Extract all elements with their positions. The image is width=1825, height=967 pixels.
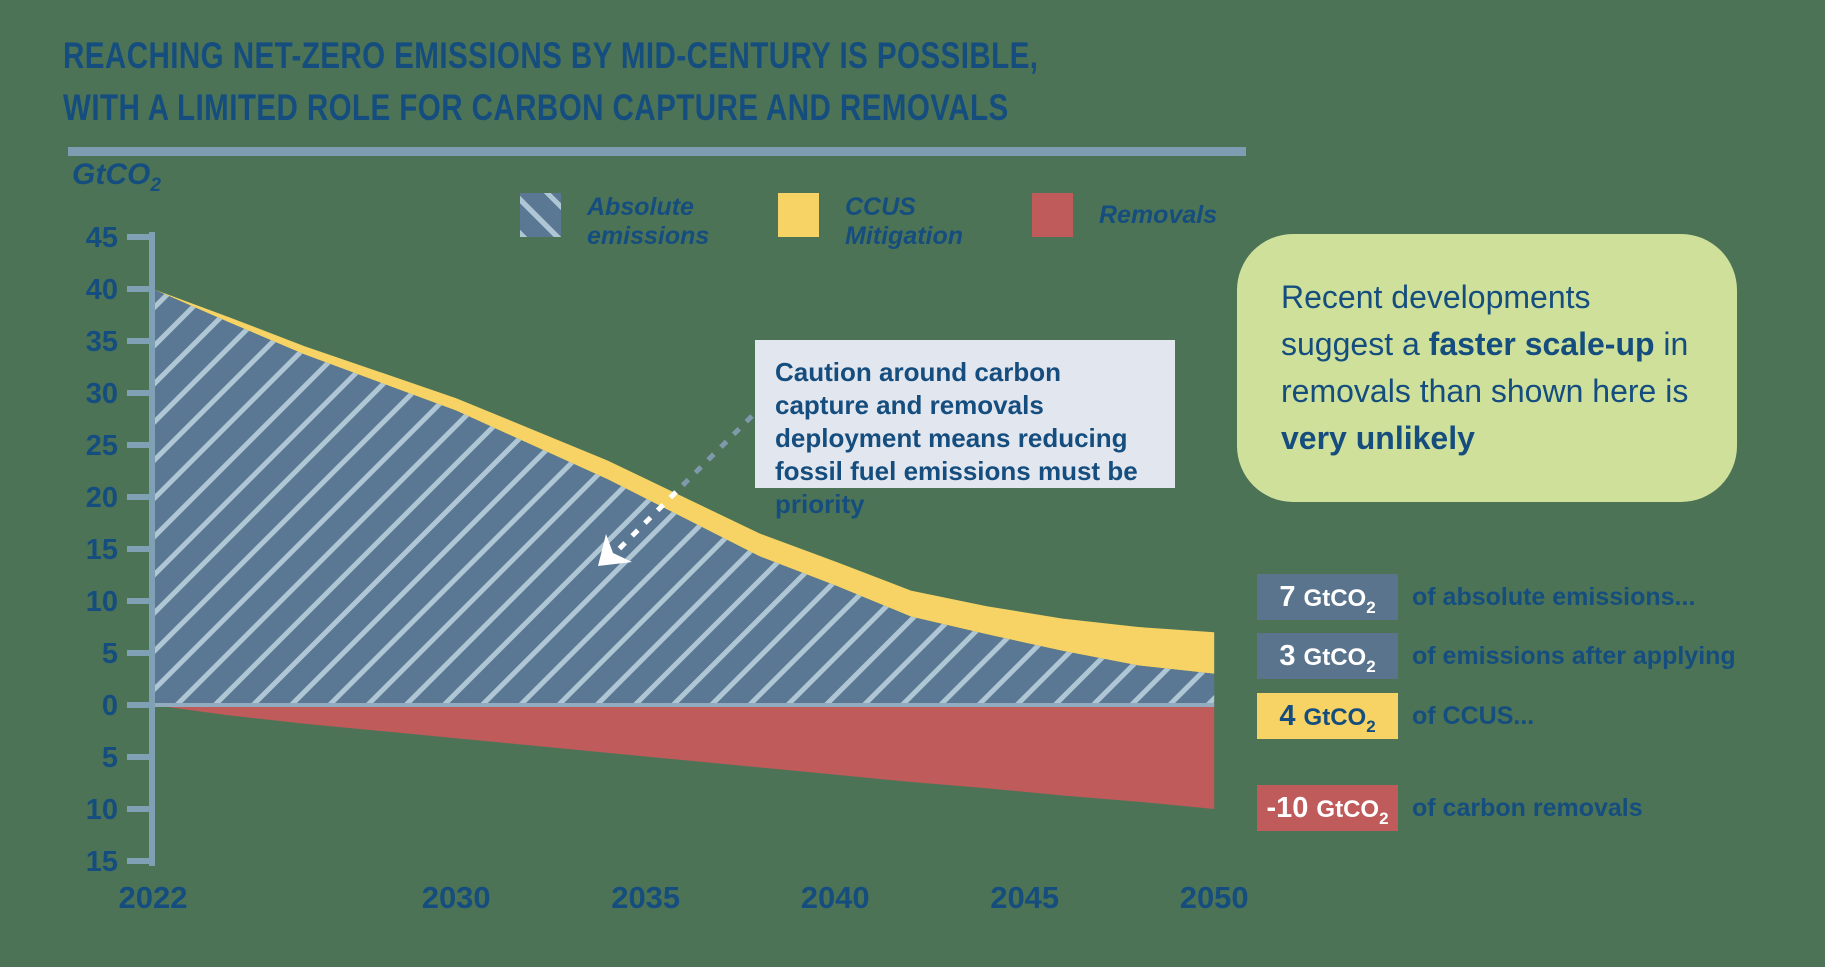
legend-label: CCUS Mitigation [845, 193, 963, 251]
legend-label-line2: Mitigation [845, 222, 964, 250]
y-axis-label: 10 [86, 586, 118, 618]
y-axis-label: 30 [86, 378, 118, 410]
arrow-dash-lower [616, 490, 678, 552]
title-line-1: REACHING NET-ZERO EMISSIONS BY MID-CENTU… [63, 35, 1039, 76]
y-axis-tick [127, 806, 151, 812]
badge-value: 3 [1279, 640, 1296, 672]
x-axis-label: 2050 [1180, 880, 1249, 915]
legend-label-line2: emissions [587, 222, 710, 250]
caution-annotation-box: Caution around carbon capture and remova… [755, 340, 1175, 519]
y-axis-label: 15 [86, 846, 118, 878]
x-axis-label: 2035 [611, 880, 680, 915]
recent-developments-callout: Recent developments suggest a faster sca… [1237, 234, 1737, 502]
y-axis-tick [127, 390, 151, 396]
callout-text: Recent developments suggest a [1281, 279, 1591, 362]
legend-item-absolute-emissions: Absolute emissions [520, 193, 709, 251]
badge-description: of emissions after applying [1412, 642, 1736, 670]
removals-area [153, 705, 1215, 809]
y-axis-tick [127, 234, 151, 240]
legend-label-line1: Absolute [587, 193, 694, 221]
callout-bold-text: faster scale-up [1428, 326, 1655, 362]
y-axis-label: 35 [86, 326, 118, 358]
badge-unit: GtCO [1303, 704, 1367, 731]
y-axis-label: 40 [86, 274, 118, 306]
y-axis-line [149, 232, 155, 866]
legend-item-ccus-mitigation: CCUS Mitigation [778, 193, 963, 251]
y-axis-tick [127, 494, 151, 500]
value-badge: 7 GtCO2 [1257, 574, 1398, 620]
y-axis-tick [127, 858, 151, 864]
title-divider [68, 147, 1246, 156]
badge-unit: GtCO [1303, 585, 1367, 612]
badge-value: 7 [1279, 581, 1296, 613]
y-axis-label: 0 [102, 690, 118, 722]
legend-label: Removals [1099, 193, 1217, 237]
caution-annotation-text: Caution around carbon capture and remova… [775, 357, 1138, 519]
red-swatch-icon [1032, 193, 1073, 237]
unit-text: GtCO [72, 158, 151, 191]
y-axis-tick [127, 286, 151, 292]
y-axis-label: 5 [102, 742, 118, 774]
y-axis-label: 45 [86, 222, 118, 254]
y-axis-tick [127, 338, 151, 344]
ccus-mitigation-area [153, 289, 1215, 674]
y-axis-tick [127, 702, 151, 708]
unit-subscript: 2 [150, 175, 161, 196]
badge-unit-subscript: 2 [1366, 597, 1376, 617]
absolute-emissions-area [153, 289, 1215, 705]
y-axis-tick [127, 650, 151, 656]
title-line-2: WITH A LIMITED ROLE FOR CARBON CAPTURE A… [63, 87, 1009, 128]
badge-unit-subscript: 2 [1366, 716, 1376, 736]
legend-label-line1: CCUS [845, 193, 916, 221]
badge-description: of absolute emissions... [1412, 583, 1696, 611]
x-axis-label: 2030 [422, 880, 491, 915]
arrow-dash-upper [678, 414, 754, 490]
callout-bold-text: very unlikely [1281, 420, 1475, 456]
y-axis-tick [127, 598, 151, 604]
chart-areas [153, 289, 1215, 809]
badge-unit-subscript: 2 [1379, 808, 1389, 828]
annotation-arrow [598, 414, 754, 566]
badge-description: of CCUS... [1412, 702, 1535, 730]
badge-description: of carbon removals [1412, 794, 1643, 822]
y-axis-tick [127, 546, 151, 552]
y-axis-tick [127, 442, 151, 448]
value-badge: -10 GtCO2 [1257, 785, 1398, 831]
yellow-swatch-icon [778, 193, 819, 237]
legend-item-removals: Removals [1032, 193, 1217, 237]
y-axis-label: 10 [86, 794, 118, 826]
x-axis-label: 2022 [119, 880, 188, 915]
page-title: REACHING NET-ZERO EMISSIONS BY MID-CENTU… [63, 30, 1263, 134]
arrowhead-icon [598, 534, 632, 566]
y-axis-label: 25 [86, 430, 118, 462]
callout-text: in removals than shown here is [1281, 326, 1689, 409]
badge-value: -10 [1266, 792, 1309, 824]
y-axis-unit-label: GtCO2 [72, 158, 161, 197]
badge-unit: GtCO [1316, 796, 1380, 823]
badge-unit: GtCO [1303, 644, 1367, 671]
y-axis-label: 20 [86, 482, 118, 514]
hatched-swatch-icon [520, 193, 561, 237]
y-axis-tick [127, 754, 151, 760]
badge-value: 4 [1279, 700, 1296, 732]
legend-label-line1: Removals [1099, 201, 1218, 229]
x-axis-label: 2045 [990, 880, 1059, 915]
x-axis-label: 2040 [801, 880, 870, 915]
value-badge: 3 GtCO2 [1257, 633, 1398, 679]
zero-baseline [153, 703, 1215, 707]
badge-unit-subscript: 2 [1366, 656, 1376, 676]
y-axis-label: 15 [86, 534, 118, 566]
y-axis-label: 5 [102, 638, 118, 670]
callout-rich-text: Recent developments suggest a faster sca… [1281, 279, 1688, 456]
legend-label: Absolute emissions [587, 193, 709, 251]
value-badge: 4 GtCO2 [1257, 693, 1398, 739]
